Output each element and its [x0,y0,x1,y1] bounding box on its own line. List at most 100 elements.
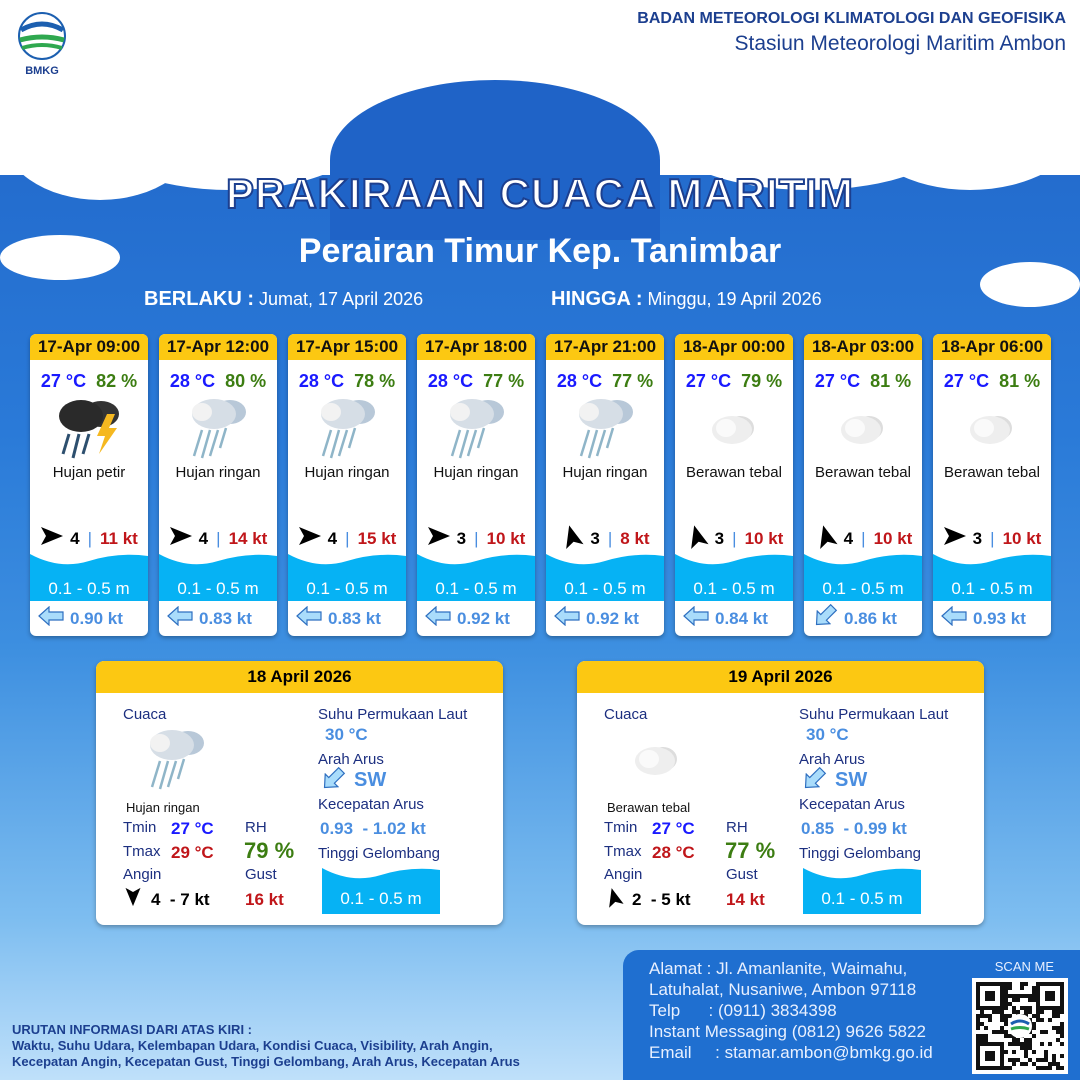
daily-summary-panel: 19 April 2026 Cuaca Berawan tebal Tmin 2… [577,661,984,925]
separator: | [732,528,737,548]
sst-value: 30 °C [806,725,849,744]
gust-speed: 8 kt [620,528,650,548]
current-direction-label: Arah Arus [318,751,384,768]
wind-row: 2 - 5 kt [604,887,691,912]
wave-height: 0.1 - 0.5 m [322,868,440,914]
current-direction-value: SW [835,769,868,791]
forecast-time: 17-Apr 18:00 [417,334,535,360]
overcast-icon [933,392,1051,464]
cloud-decoration [0,235,120,280]
separator: | [87,528,93,548]
temperature: 27 °C [814,371,861,391]
humidity: 78 % [354,371,396,391]
separator: | [861,528,866,548]
wind-range: 4 - 7 kt [151,889,210,909]
current-speed: 0.93 kt [973,608,1026,628]
sst-label: Suhu Permukaan Laut [799,706,949,723]
wave-height-value: 0.1 - 0.5 m [564,579,646,598]
wind-label: Angin [123,866,162,883]
weather-condition: Hujan ringan [126,800,200,815]
humidity: 80 % [225,371,267,391]
logo-text: BMKG [25,65,59,77]
current-row: 0.83 kt [167,605,252,631]
address-line-1: Alamat : Jl. Amanlanite, Waimahu, [649,959,908,978]
gust-speed: 10 kt [1002,528,1042,548]
arrow-left-icon [296,605,322,631]
current-speed: 0.86 kt [844,608,897,628]
current-speed-label: Kecepatan Arus [799,796,905,813]
wind-row: 4 | 14 kt [159,524,277,553]
wave-height: 0.1 - 0.5 m [546,554,664,601]
wave-height: 0.1 - 0.5 m [804,554,922,601]
daily-date: 19 April 2026 [577,661,984,693]
phone: Telp : (0911) 3834398 [649,1001,837,1020]
wave-height: 0.1 - 0.5 m [288,554,406,601]
light-rain-icon [417,392,535,464]
current-row: 0.86 kt [812,603,897,631]
separator: | [607,528,613,548]
weather-label: Cuaca [604,706,648,723]
wave-height-value: 0.1 - 0.5 m [340,889,422,908]
arrow-left-icon [38,605,64,631]
overcast-icon [804,392,922,464]
forecast-time: 17-Apr 12:00 [159,334,277,360]
humidity: 77 % [483,371,525,391]
wind-speed: 3 [456,528,467,548]
temp-rh: 28 °C 77 % [417,371,535,392]
arrow-southwest-icon [812,603,838,631]
wave-height-value: 0.1 - 0.5 m [821,889,903,908]
valid-from: BERLAKU : Jumat, 17 April 2026 [144,288,423,311]
wind-row: 3 | 10 kt [417,524,535,553]
rh-label: RH [245,819,267,836]
wave-label: Tinggi Gelombang [799,845,922,862]
tmin-value: 27 °C [652,819,695,838]
light-rain-icon [546,392,664,464]
wave-height-value: 0.1 - 0.5 m [48,579,130,598]
gust-speed: 10 kt [486,528,526,548]
forecast-time: 18-Apr 00:00 [675,334,793,360]
note-title: URUTAN INFORMASI DARI ATAS KIRI : [12,1022,252,1037]
tmax-value: 29 °C [171,843,214,862]
valid-from-date: Jumat, 17 April 2026 [259,289,424,309]
note-line-1: Waktu, Suhu Udara, Kelembapan Udara, Kon… [12,1038,493,1053]
tmin-value: 27 °C [171,819,214,838]
wind-speed: 4 [70,528,80,548]
current-row: 0.90 kt [38,605,123,631]
forecast-card: 17-Apr 15:00 28 °C 78 % Hujan ringan 4 | 1… [288,334,406,636]
forecast-card: 18-Apr 03:00 27 °C 81 % Berawan tebal 4 |… [804,334,922,636]
email[interactable]: Email : stamar.ambon@bmkg.go.id [649,1043,933,1062]
tmin-label: Tmin [604,819,638,836]
qr-code[interactable] [972,978,1068,1074]
arrow-left-icon [683,605,709,631]
current-speed: 0.92 kt [586,608,639,628]
light-rain-icon [159,392,277,464]
temperature: 28 °C [298,371,345,391]
humidity: 81 % [870,371,912,391]
wind-speed: 4 [843,528,854,548]
temperature: 27 °C [943,371,990,391]
separator: | [345,528,350,548]
light-rain-icon [288,392,406,464]
wind-row: 4 | 11 kt [30,524,148,553]
weather-condition: Hujan ringan [433,464,519,481]
current-speed-label: Kecepatan Arus [318,796,424,813]
current-speed: 0.83 kt [328,608,381,628]
current-speed: 0.83 kt [199,608,252,628]
separator: | [474,528,479,548]
area-name: Perairan Timur Kep. Tanimbar [298,232,782,270]
wind-direction-arrow-icon [427,524,451,553]
station-name: Stasiun Meteorologi Maritim Ambon [734,32,1066,55]
current-row: 0.83 kt [296,605,381,631]
address-line-2: Latuhalat, Nusaniwe, Ambon 97118 [649,980,917,999]
forecast-time: 18-Apr 06:00 [933,334,1051,360]
sst-label: Suhu Permukaan Laut [318,706,468,723]
agency-name: BADAN METEOROLOGI KLIMATOLOGI DAN GEOFIS… [637,10,1066,27]
cloud-decoration [860,60,1080,190]
wind-row: 4 | 10 kt [804,524,922,553]
wind-direction-arrow-icon [685,524,709,553]
gust-label: Gust [726,866,758,883]
temperature: 27 °C [40,371,87,391]
temperature: 28 °C [427,371,474,391]
info-order-note: URUTAN INFORMASI DARI ATAS KIRI : Waktu,… [12,1022,612,1070]
wave-height: 0.1 - 0.5 m [159,554,277,601]
